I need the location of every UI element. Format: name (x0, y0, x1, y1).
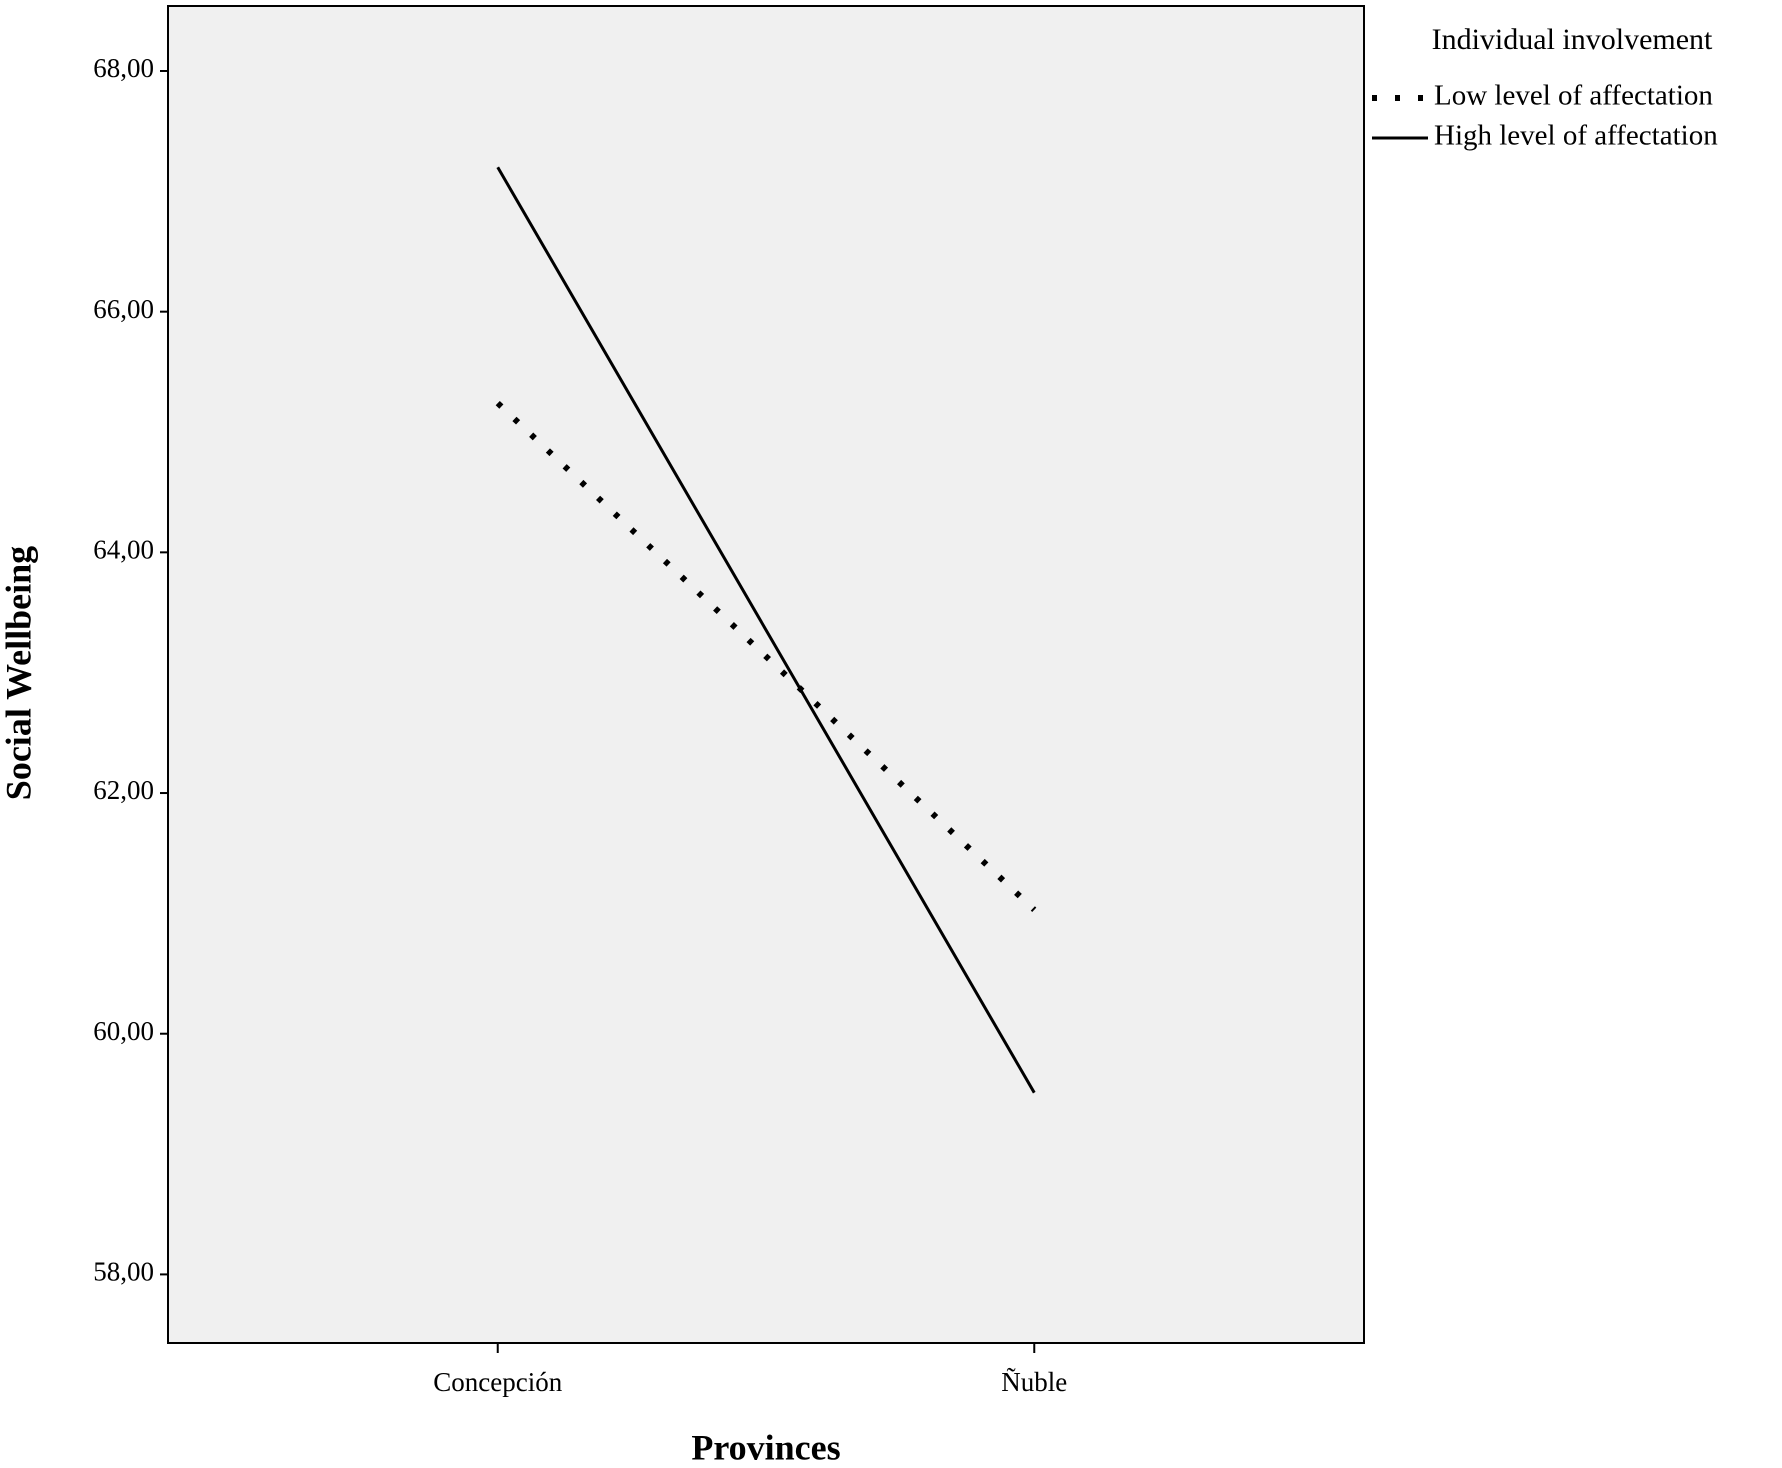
y-tick-label: 68,00 (93, 53, 154, 83)
series-line (495, 400, 1037, 912)
x-tick-label: Concepción (433, 1367, 562, 1397)
x-axis-title: Provinces (691, 1427, 840, 1467)
y-tick-label: 64,00 (93, 535, 154, 565)
y-tick-label: 62,00 (93, 775, 154, 805)
y-tick-label: 66,00 (93, 294, 154, 324)
legend-label: Low level of affectation (1434, 80, 1713, 112)
legend-title: Individual involvement (1432, 23, 1713, 56)
plot-area (167, 5, 1365, 1344)
y-axis-title: Social Wellbeing (0, 546, 38, 800)
legend-label: High level of affectation (1434, 120, 1718, 152)
y-tick-label: 58,00 (93, 1257, 154, 1287)
y-tick-label: 60,00 (93, 1016, 154, 1046)
x-tick-label: Ñuble (1001, 1367, 1067, 1397)
series-line (496, 166, 1036, 1094)
